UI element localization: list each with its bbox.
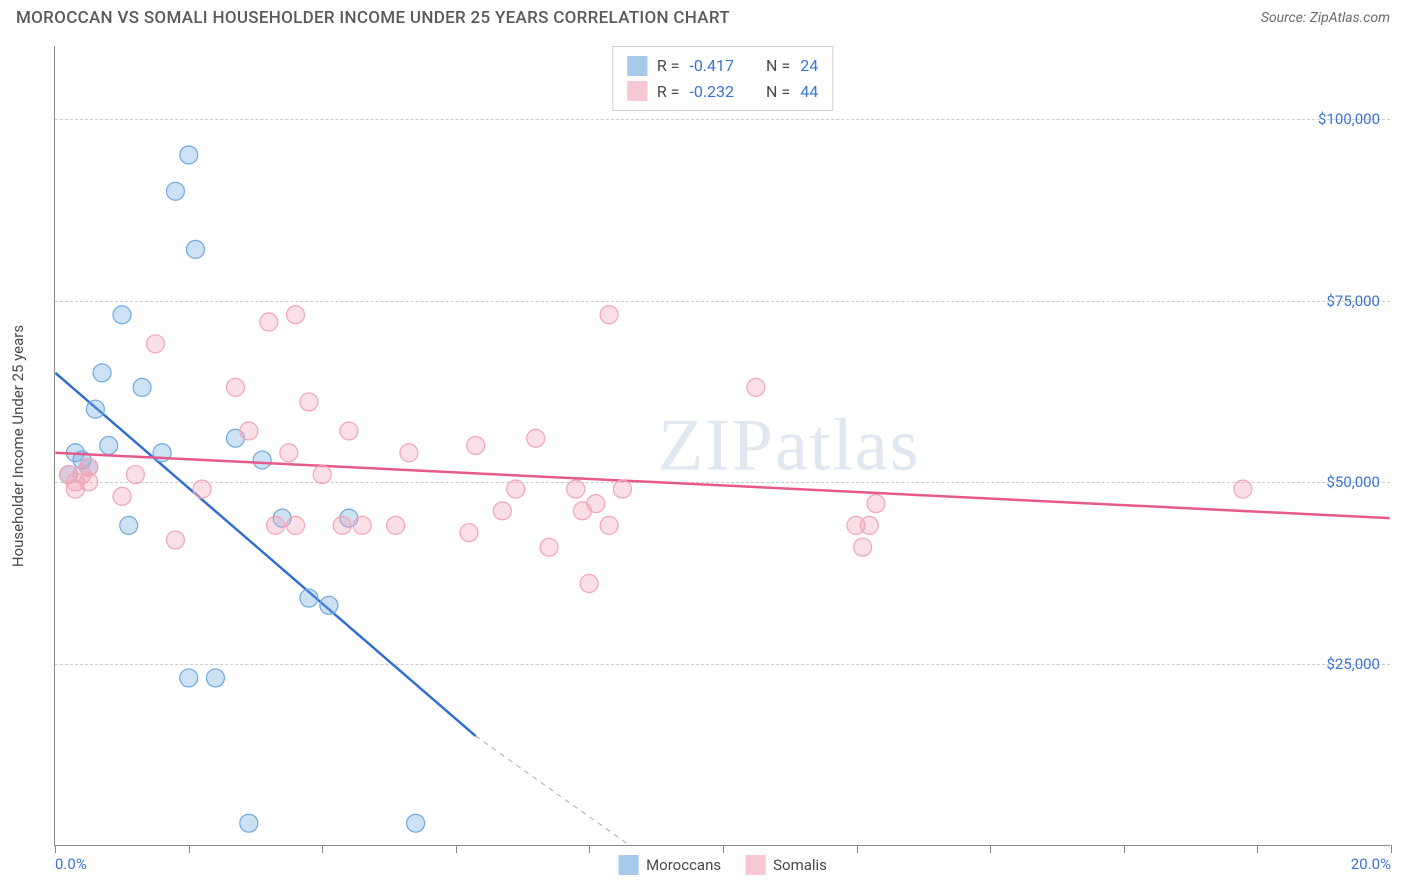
data-point [240,422,258,440]
data-point [567,480,585,498]
data-point [580,575,598,593]
series-name-moroccans: Moroccans [646,856,721,874]
series-legend: Moroccans Somalis [618,855,827,875]
data-point [133,378,151,396]
data-point [166,182,184,200]
data-point [100,437,118,455]
xtick [322,845,323,853]
swatch-somalis [627,81,647,101]
data-point [93,364,111,382]
data-point [113,306,131,324]
data-point [126,466,144,484]
data-point [340,422,358,440]
xtick-label: 0.0% [55,855,87,873]
r-label: R = [657,79,680,105]
data-point [600,516,618,534]
data-point [747,378,765,396]
data-point [400,444,418,462]
data-point [467,437,485,455]
data-point [407,814,425,832]
xtick [857,845,858,853]
data-point [353,516,371,534]
n-value-somalis: 44 [800,79,818,105]
data-point [113,487,131,505]
xtick [1257,845,1258,853]
data-point [1234,480,1252,498]
data-point [860,516,878,534]
data-point [600,306,618,324]
xtick [189,845,190,853]
data-point [226,378,244,396]
swatch-moroccans [627,56,647,76]
correlation-legend: R = -0.417 N = 24 R = -0.232 N = 44 [612,46,833,111]
data-point [320,596,338,614]
swatch-moroccans-bottom [618,855,638,875]
data-point [180,669,198,687]
r-value-moroccans: -0.417 [689,53,734,79]
regression-line-moroccans [55,373,475,736]
data-point [333,516,351,534]
data-point [527,429,545,447]
data-point [253,451,271,469]
regression-line-somalis [55,453,1389,518]
data-point [120,516,138,534]
data-point [280,444,298,462]
data-point [854,538,872,556]
data-point [867,495,885,513]
data-point [587,495,605,513]
xtick [1391,845,1392,853]
data-point [80,473,98,491]
data-point [540,538,558,556]
swatch-somalis-bottom [745,855,765,875]
data-point [287,516,305,534]
data-point [260,313,278,331]
xtick-label: 20.0% [1351,855,1391,873]
data-point [86,400,104,418]
data-point [460,524,478,542]
chart-title: MOROCCAN VS SOMALI HOUSEHOLDER INCOME UN… [16,8,730,28]
data-point [300,393,318,411]
xtick [55,845,56,853]
data-point [240,814,258,832]
data-point [193,480,211,498]
series-name-somalis: Somalis [773,856,827,874]
xtick [1124,845,1125,853]
data-point [186,240,204,258]
xtick [990,845,991,853]
data-point [507,480,525,498]
xtick [456,845,457,853]
chart-svg [55,46,1390,845]
n-label: N = [766,53,790,79]
legend-item-moroccans: Moroccans [618,855,721,875]
data-point [613,480,631,498]
regression-dashed-moroccans [476,736,629,845]
legend-item-somalis: Somalis [745,855,827,875]
y-axis-label: Householder Income Under 25 years [9,325,27,567]
n-label: N = [766,79,790,105]
n-value-moroccans: 24 [800,53,818,79]
data-point [387,516,405,534]
data-point [166,531,184,549]
data-point [287,306,305,324]
r-value-somalis: -0.232 [689,79,734,105]
data-point [206,669,224,687]
xtick [589,845,590,853]
xtick [723,845,724,853]
chart-plot-area: ZIPatlas R = -0.417 N = 24 R = -0.232 N … [54,46,1390,846]
data-point [493,502,511,520]
chart-source: Source: ZipAtlas.com [1261,10,1390,26]
r-label: R = [657,53,680,79]
data-point [300,589,318,607]
chart-header: MOROCCAN VS SOMALI HOUSEHOLDER INCOME UN… [0,0,1406,32]
legend-row-somalis: R = -0.232 N = 44 [627,79,818,105]
data-point [313,466,331,484]
data-point [180,146,198,164]
data-point [267,516,285,534]
legend-row-moroccans: R = -0.417 N = 24 [627,53,818,79]
data-point [146,335,164,353]
